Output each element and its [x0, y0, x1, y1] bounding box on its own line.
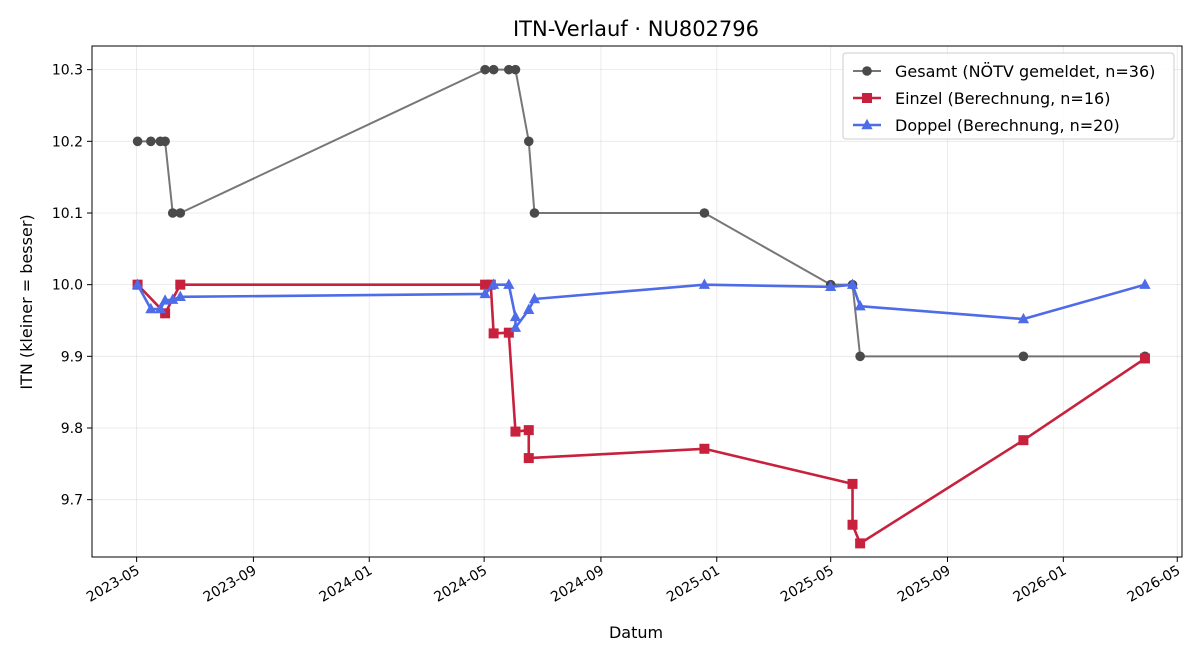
data-point [488, 328, 499, 339]
data-point [509, 310, 522, 322]
data-point [131, 278, 144, 289]
data-point [699, 443, 710, 454]
data-point [488, 278, 500, 289]
plot-frame [91, 45, 1183, 558]
data-point [699, 208, 710, 218]
data-point [504, 64, 514, 75]
data-point [1017, 312, 1030, 324]
data-point [523, 453, 534, 464]
data-point [855, 351, 865, 362]
legend-marker [861, 118, 873, 130]
data-point [167, 293, 179, 304]
data-point [523, 425, 534, 436]
data-point [854, 299, 866, 311]
series-layer [131, 64, 1151, 549]
data-point [509, 321, 522, 332]
data-point [167, 208, 178, 218]
data-point [160, 136, 170, 147]
y-tick-label: 9.7 [61, 493, 83, 509]
data-point [159, 294, 171, 305]
x-axis-title: Datum [609, 623, 663, 642]
data-point [1139, 278, 1151, 289]
data-point [480, 279, 491, 290]
data-point [698, 278, 711, 289]
data-point [510, 64, 521, 75]
data-point [523, 303, 535, 314]
data-point [847, 478, 858, 489]
legend-label: Gesamt (NÖTV gemeldet, n=36) [895, 62, 1155, 81]
data-point [1018, 351, 1029, 362]
data-point [847, 519, 858, 530]
data-point [1139, 353, 1150, 364]
data-point [825, 280, 837, 292]
y-tick-label: 10.0 [52, 278, 83, 294]
data-point [846, 278, 859, 289]
legend-box [842, 52, 1175, 140]
data-point [528, 292, 541, 304]
series-line [136, 283, 1146, 545]
series-triangle [131, 278, 1151, 332]
data-point [488, 64, 499, 75]
chart-title: ITN-Verlauf · NU802796 [513, 17, 759, 41]
legend: Gesamt (NÖTV gemeldet, n=36) Einzel (Bere… [842, 52, 1175, 140]
data-point [175, 279, 186, 290]
data-point [479, 287, 491, 299]
y-axis-title: ITN (kleiner = besser) [17, 214, 36, 389]
data-point [1018, 435, 1029, 446]
data-point [523, 136, 534, 147]
legend-label: Doppel (Berechnung, n=20) [895, 116, 1120, 135]
y-tick-label: 9.8 [61, 421, 83, 437]
data-point [529, 208, 540, 218]
legend-marker [862, 93, 872, 103]
data-point [503, 327, 514, 338]
data-point [145, 302, 157, 314]
data-point [160, 308, 171, 319]
data-point [174, 290, 186, 302]
data-point [175, 208, 186, 218]
y-tick-label: 9.9 [61, 349, 83, 365]
legend-marker [862, 66, 872, 76]
y-tick-label: 10.2 [52, 134, 83, 150]
y-tick-label: 10.3 [52, 63, 83, 79]
data-point [510, 426, 521, 437]
data-point [480, 64, 490, 75]
data-point [855, 538, 866, 549]
data-point [503, 278, 515, 289]
data-point [154, 302, 166, 314]
data-point [132, 136, 143, 147]
legend-label: Einzel (Berechnung, n=16) [895, 89, 1110, 108]
y-tick-label: 10.1 [52, 206, 83, 222]
data-point [146, 136, 156, 147]
